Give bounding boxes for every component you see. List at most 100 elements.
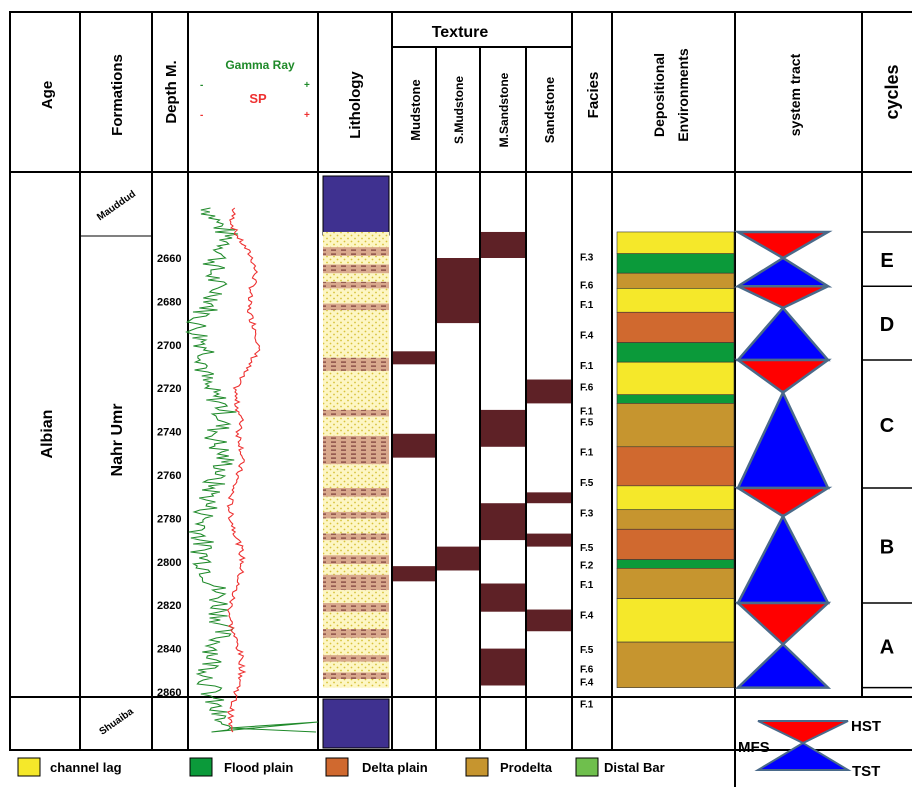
lithology-shale-bed-10 — [323, 555, 389, 564]
cycle-label-B: B — [880, 537, 894, 559]
texture-columns — [393, 231, 571, 686]
hst-triangle-D — [737, 284, 829, 310]
sp-minus: - — [200, 110, 203, 121]
legend-label-flood-plain: Flood plain — [224, 760, 293, 775]
facies-label-9: F.5 — [580, 478, 594, 489]
depth-tick-2780: 2780 — [157, 513, 181, 525]
lithology-shale-bed-3 — [323, 303, 389, 311]
tst-triangle-A — [734, 642, 832, 689]
depth-tick-2800: 2800 — [157, 557, 181, 569]
lithology-shuaiba-carbonate — [322, 698, 390, 749]
facies-label-3: F.4 — [580, 330, 594, 341]
lithology-shale-bed-1 — [323, 264, 389, 274]
texture-block-sandstone-13 — [527, 609, 571, 632]
environment-band-prodelta-11 — [616, 509, 735, 530]
environment-band-channel_lag-15 — [616, 598, 735, 643]
facies-label-12: F.2 — [580, 560, 594, 571]
texture-block-sandstone-10 — [527, 379, 571, 404]
environment-band-flood_plain-1 — [616, 253, 735, 274]
header-age: Age — [39, 81, 56, 109]
lithology-shale-bed-2 — [323, 281, 389, 289]
facies-label-16: F.6 — [580, 665, 594, 676]
environment-band-flood_plain-5 — [616, 342, 735, 363]
legend-hst-triangle — [757, 720, 849, 745]
texture-block-m_sandstone-5 — [481, 231, 525, 258]
gamma-ray-curve — [185, 207, 319, 733]
facies-label-15: F.5 — [580, 645, 594, 656]
formation-shuaiba-label: Shuaiba — [97, 706, 136, 738]
facies-label-18: F.1 — [580, 699, 594, 710]
formation-mauddud-label: Mauddud — [95, 189, 138, 223]
lithology-shale-bed-9 — [323, 533, 389, 541]
texture-block-m_sandstone-9 — [481, 648, 525, 686]
texture-block-sandstone-12 — [527, 533, 571, 547]
legend-hst-label: HST — [851, 718, 881, 735]
texture-block-mudstone-2 — [393, 566, 435, 582]
environment-band-prodelta-14 — [616, 568, 735, 599]
cycles-column: E D C B A — [862, 231, 912, 689]
header-sandstone: Sandstone — [542, 77, 557, 143]
environment-band-delta_plain-4 — [616, 311, 735, 343]
gamma-plus: + — [304, 80, 310, 91]
formation-nahr-umr-label: Nahr Umr — [109, 404, 126, 477]
facies-label-7: F.5 — [580, 417, 594, 428]
system-tract-legend: HST MFS TST — [738, 718, 881, 780]
lithology-shale-bed-15 — [323, 672, 389, 679]
lithology-shale-bed-6 — [323, 435, 389, 465]
legend-label-prodelta: Prodelta — [500, 760, 553, 775]
hst-triangle-A — [734, 601, 832, 646]
tst-triangle-E — [733, 256, 833, 288]
depth-tick-2840: 2840 — [157, 644, 181, 656]
facies-label-11: F.5 — [580, 543, 594, 554]
environment-band-delta_plain-12 — [616, 528, 735, 560]
legend-tst-label: TST — [852, 763, 880, 780]
facies-label-10: F.3 — [580, 508, 594, 519]
lithology-shale-bed-5 — [323, 409, 389, 417]
texture-block-mudstone-1 — [393, 433, 435, 458]
table-grid — [9, 11, 912, 787]
environment-column — [616, 231, 735, 688]
legend-swatch-prodelta — [465, 757, 489, 777]
environment-band-channel_lag-0 — [616, 231, 735, 254]
texture-block-s_mudstone-4 — [437, 546, 479, 571]
cycle-label-A: A — [880, 636, 894, 658]
header-texture: Texture — [432, 24, 489, 41]
texture-block-mudstone-0 — [393, 351, 435, 365]
facies-label-6: F.1 — [580, 406, 594, 417]
lithology-shale-bed-14 — [323, 655, 389, 662]
lithology-column — [322, 175, 390, 749]
system-tract-column — [733, 230, 833, 689]
facies-label-0: F.3 — [580, 252, 594, 263]
lithology-shale-bed-13 — [323, 629, 389, 638]
environment-band-delta_plain-9 — [616, 446, 735, 487]
environment-legend: channel lag Flood plain Delta plain Prod… — [17, 757, 665, 777]
header-facies: Facies — [585, 72, 602, 119]
gamma-minus: - — [200, 80, 203, 91]
header-depth: Depth M. — [163, 60, 180, 123]
facies-label-8: F.1 — [580, 448, 594, 459]
facies-label-5: F.6 — [580, 383, 594, 394]
legend-swatch-channel-lag — [17, 757, 41, 777]
lithology-shale-bed-12 — [323, 603, 389, 612]
tst-triangle-B — [735, 513, 831, 605]
header-environments: Environments — [675, 48, 691, 142]
legend-swatch-flood-plain — [189, 757, 213, 777]
hst-triangle-B — [733, 486, 833, 518]
legend-swatch-distal-bar — [575, 757, 599, 777]
header-lithology: Lithology — [347, 71, 364, 139]
texture-block-sandstone-11 — [527, 492, 571, 504]
sp-curve — [226, 207, 261, 733]
environment-band-channel_lag-6 — [616, 361, 735, 396]
header-formations: Formations — [109, 54, 126, 136]
lithology-mauddud-carbonate — [322, 175, 390, 236]
texture-block-m_sandstone-7 — [481, 503, 525, 541]
depth-tick-2680: 2680 — [157, 296, 181, 308]
legend-label-delta-plain: Delta plain — [362, 760, 428, 775]
legend-swatch-delta-plain — [325, 757, 349, 777]
facies-label-2: F.1 — [580, 300, 594, 311]
lithology-shale-bed-7 — [323, 488, 389, 497]
lithology-shale-bed-11 — [323, 574, 389, 591]
cycle-label-C: C — [880, 415, 894, 437]
well-logs — [185, 207, 319, 733]
